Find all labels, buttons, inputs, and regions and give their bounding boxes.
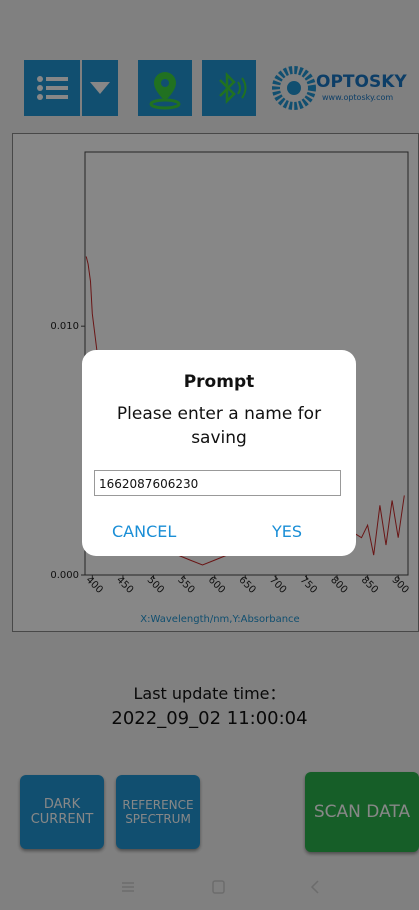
- x-axis-label: X:Wavelength/nm,Y:Absorbance: [140, 614, 299, 625]
- dark-current-button[interactable]: DARK CURRENT: [20, 775, 104, 849]
- cancel-button[interactable]: CANCEL: [112, 522, 177, 541]
- y-tick-label: 0.010: [50, 321, 79, 332]
- nav-bar: [0, 862, 419, 910]
- dialog-title: Prompt: [183, 372, 255, 392]
- logo-text: OPTOSKY: [316, 72, 407, 92]
- dialog-message: Please enter a name for saving: [116, 404, 322, 448]
- bluetooth-button[interactable]: [202, 60, 256, 116]
- reference-button[interactable]: REFERENCE SPECTRUM: [116, 775, 200, 849]
- menu-button[interactable]: [24, 60, 80, 116]
- location-button[interactable]: [138, 60, 192, 116]
- name-input[interactable]: 1662087606230: [94, 470, 341, 496]
- prompt-dialog: Prompt Please enter a name for saving 16…: [82, 350, 356, 556]
- update-label: Last update time：: [133, 684, 286, 703]
- logo: OPTOSKY www.optosky.com: [270, 64, 419, 112]
- y-tick-label: 0.000: [50, 570, 79, 581]
- logo-url: www.optosky.com: [322, 93, 394, 102]
- update-time: 2022_09_02 11:00:04: [111, 708, 308, 729]
- yes-button[interactable]: YES: [272, 522, 303, 541]
- dropdown-button[interactable]: [82, 60, 118, 116]
- scan-button[interactable]: SCAN DATA: [305, 772, 419, 852]
